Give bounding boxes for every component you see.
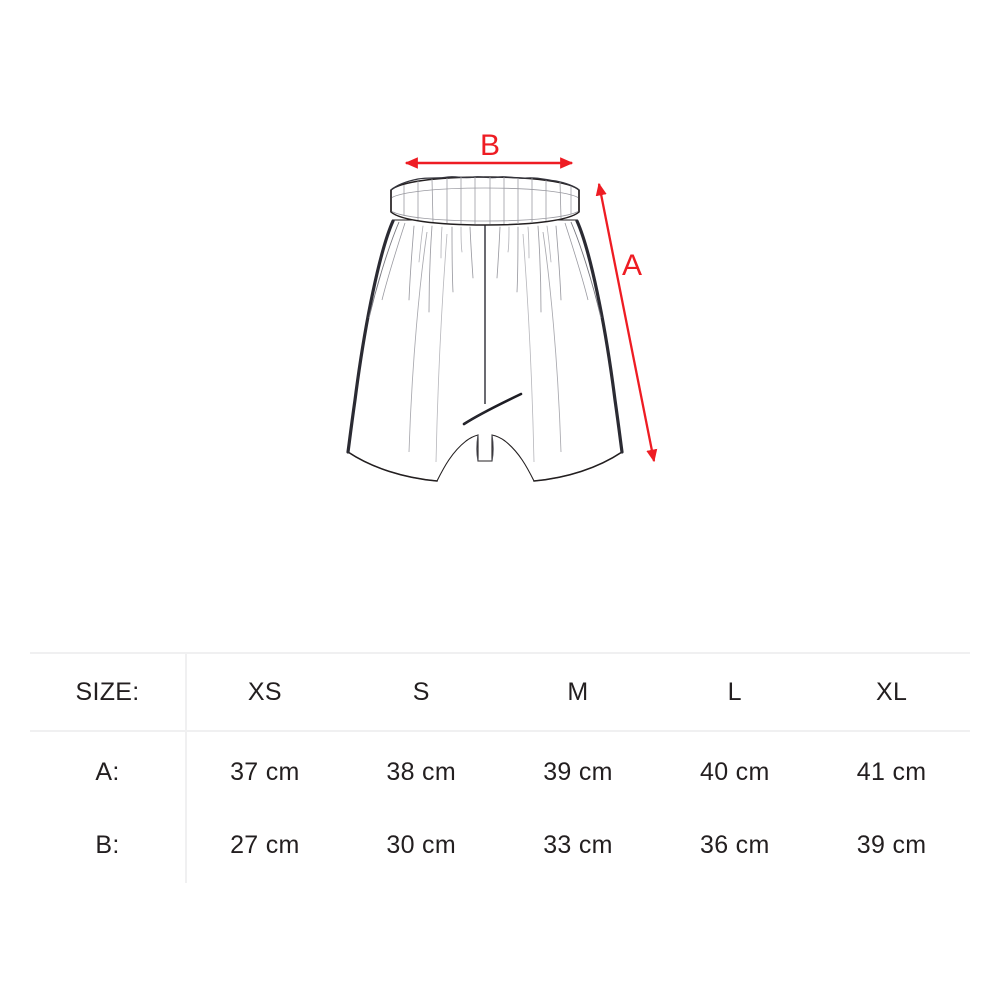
column-header-l: L [656, 652, 814, 732]
right-leg-crease [542, 231, 562, 453]
table-header-row: SIZE: XS S M L XL [30, 652, 970, 732]
waistband-ribbing [403, 177, 572, 224]
cell-a-m: 39 cm [543, 758, 613, 786]
measurement-a: A [595, 182, 658, 463]
table-row: B: 27 cm 30 cm 33 cm 36 cm 39 cm [30, 807, 970, 883]
cell-b-xs: 27 cm [230, 830, 300, 859]
waistband-gather-lines [408, 225, 562, 313]
measurement-b-label: B [480, 129, 500, 162]
column-header-xl: XL [813, 652, 970, 732]
left-leg-hem [347, 451, 438, 482]
crotch-detail-stroke-thin [463, 410, 487, 425]
waistband-line-upper [390, 187, 580, 199]
cell-a-xl: 41 cm [856, 758, 927, 786]
waistband-gather-lines-short [418, 225, 552, 263]
left-leg-crease [408, 231, 428, 453]
shorts-drawing [346, 176, 624, 482]
crotch-notch-right [491, 434, 494, 462]
crotch-notch-left [476, 434, 479, 462]
waistband-line-lower [390, 210, 580, 222]
column-header-m: M [499, 652, 657, 732]
measurement-a-arrow [595, 182, 658, 463]
cell-b-l: 36 cm [699, 830, 770, 859]
column-header-xs: XS [186, 652, 343, 732]
left-leg-crease-2 [435, 233, 448, 463]
size-chart-table: SIZE: XS S M L XL A: 37 cm 38 cm 39 cm 4… [30, 652, 970, 883]
cell-a-l: 40 cm [699, 758, 770, 786]
garment-illustration: B A [346, 129, 658, 482]
row-label-b: B: [30, 807, 187, 883]
measurement-b: B [404, 129, 574, 169]
cell-b-s: 30 cm [386, 830, 456, 859]
measurement-a-label: A [622, 249, 642, 282]
row-label-a: A: [30, 731, 187, 807]
left-side-seam [346, 219, 395, 454]
right-leg-crease-2 [522, 233, 535, 463]
cell-a-s: 38 cm [386, 758, 456, 786]
table-row: A: 37 cm 38 cm 39 cm 40 cm 41 cm [30, 731, 970, 807]
size-label-cell: SIZE: [30, 652, 187, 732]
waistband-top-edge [390, 176, 580, 191]
cell-b-m: 33 cm [543, 830, 613, 859]
left-side-panel-line-2 [381, 222, 406, 301]
column-header-s: S [342, 652, 500, 732]
left-side-panel-line [368, 221, 400, 319]
right-side-panel-line-2 [564, 222, 589, 301]
cell-a-xs: 37 cm [230, 758, 300, 786]
cell-b-xl: 39 cm [856, 830, 927, 859]
